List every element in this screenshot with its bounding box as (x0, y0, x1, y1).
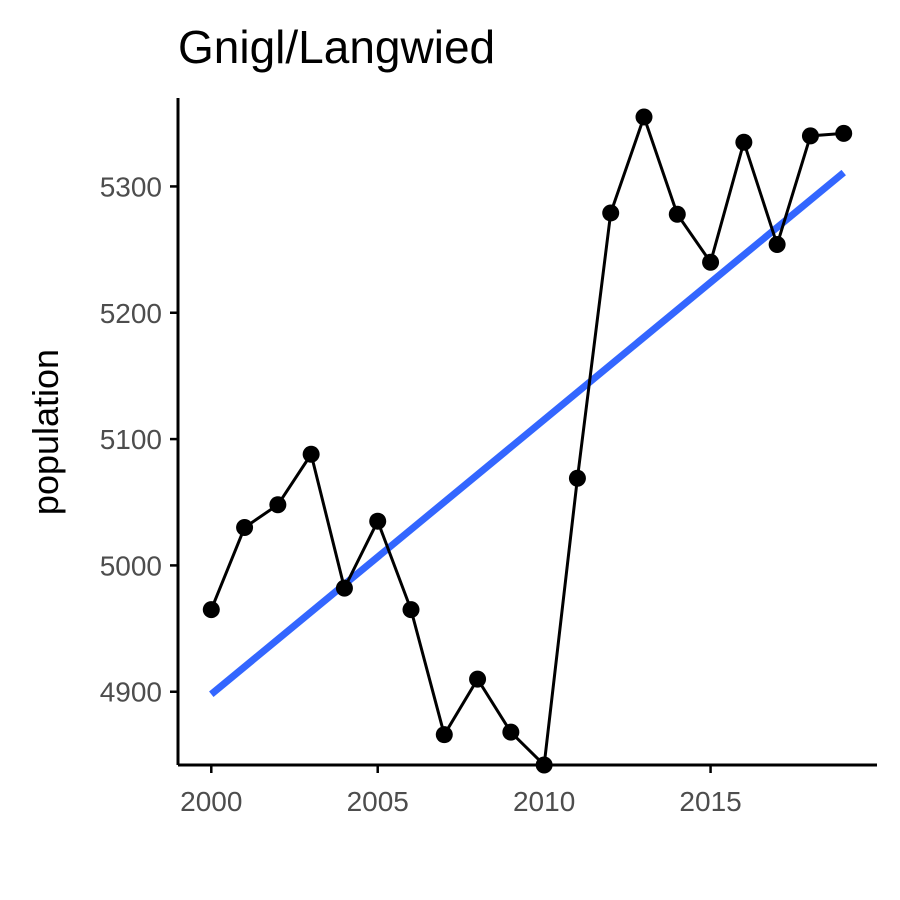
data-point (735, 133, 753, 151)
data-point (668, 205, 686, 223)
data-point (702, 253, 720, 271)
data-point (502, 723, 520, 741)
data-point (768, 236, 786, 254)
trend-line-layer (209, 169, 846, 697)
x-axis-ticks: 2000 2005 2010 2015 (180, 765, 742, 817)
data-point (435, 726, 453, 744)
series-line (209, 115, 844, 767)
x-tick-label: 2015 (679, 786, 741, 817)
data-point (602, 204, 620, 222)
y-axis-label: population (25, 349, 66, 515)
series-layer (202, 108, 853, 774)
x-tick-label: 2010 (513, 786, 575, 817)
y-tick-label: 5100 (100, 424, 162, 455)
y-tick-label: 5300 (100, 171, 162, 202)
data-point (835, 124, 853, 142)
data-point (801, 127, 819, 145)
y-tick-label: 5000 (100, 550, 162, 581)
data-point (402, 601, 420, 619)
chart-title: Gnigl/Langwied (178, 21, 495, 73)
y-axis-ticks: 4900 5000 5100 5200 5300 (100, 171, 178, 708)
data-point (202, 601, 220, 619)
data-point (369, 512, 387, 530)
x-tick-label: 2000 (180, 786, 242, 817)
trend-line (209, 169, 846, 697)
data-point (469, 670, 487, 688)
y-tick-label: 5200 (100, 298, 162, 329)
data-point (335, 579, 353, 597)
data-point (568, 469, 586, 487)
data-point (302, 445, 320, 463)
y-tick-label: 4900 (100, 677, 162, 708)
x-tick-label: 2005 (347, 786, 409, 817)
data-point (236, 519, 254, 537)
data-point (269, 496, 287, 514)
data-point (635, 108, 653, 126)
